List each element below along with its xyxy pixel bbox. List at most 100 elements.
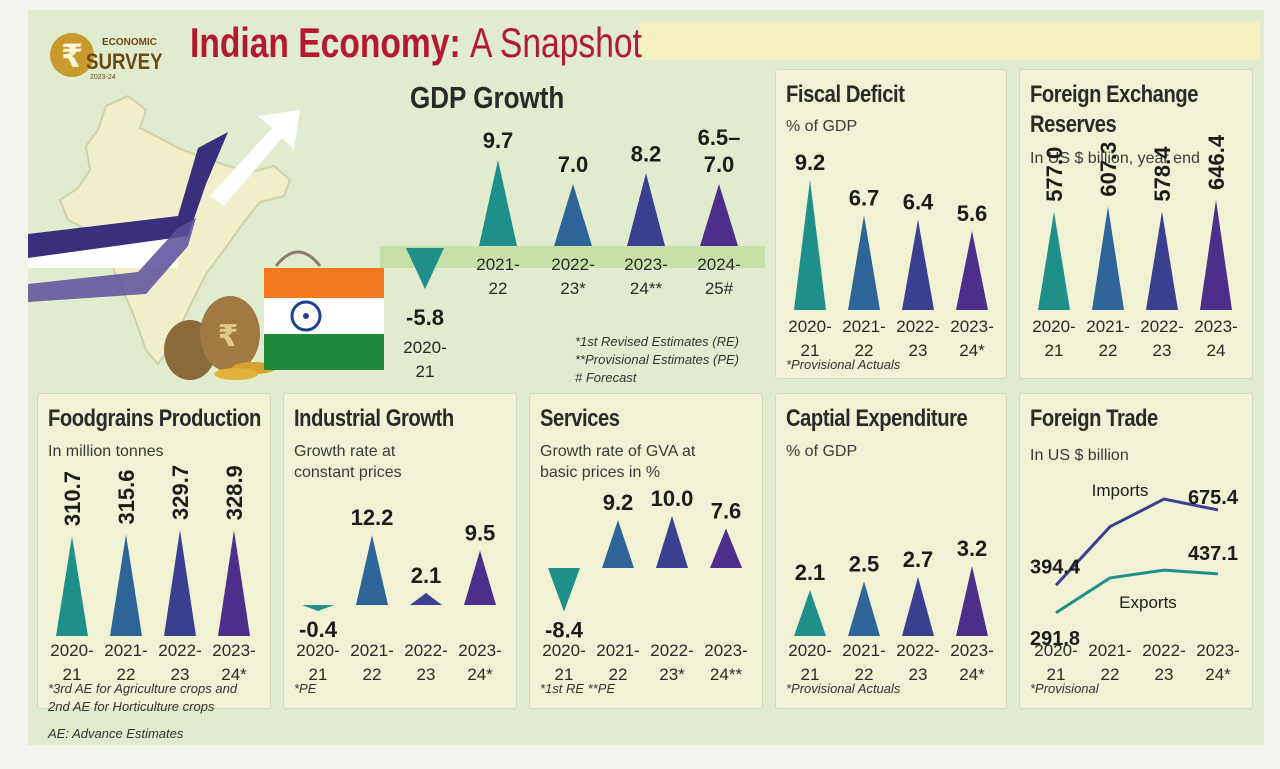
- fiscal-deficit-chart: 9.2 6.7 6.4 5.6 2020- 21 2021- 22 2022- 23 2023- 24…: [788, 150, 993, 360]
- data-label: -8.4: [545, 618, 584, 643]
- data-label: 328.9: [222, 465, 247, 520]
- bar-triangle: [848, 215, 880, 310]
- gdp-note-3: # Forecast: [575, 370, 637, 385]
- bar-triangle: [794, 180, 826, 310]
- bar-triangle: [1092, 206, 1124, 310]
- gdp-note-2: **Provisional Estimates (PE): [575, 352, 739, 367]
- data-label: 6.4: [903, 190, 934, 215]
- axis-tick-label: 2021-: [350, 641, 393, 660]
- foodgrains-chart: 310.7 315.6 329.7 328.9 2020- 21 2021- 22 2022- 2…: [50, 465, 255, 684]
- axis-tick-label: 21: [801, 665, 820, 684]
- axis-tick-label: 2021-: [842, 641, 885, 660]
- bar-triangle: [602, 520, 634, 568]
- bar-triangle: [464, 550, 496, 605]
- money-bag-icon: ₹: [164, 296, 276, 380]
- bar-triangle: [548, 568, 580, 612]
- gdp-note-1: *1st Revised Estimates (RE): [575, 334, 739, 349]
- axis-tick-label: 2023-: [212, 641, 255, 660]
- data-label: 315.6: [114, 469, 139, 524]
- axis-tick-label: 2023-: [950, 317, 993, 336]
- series-line-exports: [1055, 568, 1219, 615]
- data-label: 10.0: [651, 486, 694, 511]
- panel-note: *PE: [294, 681, 317, 696]
- axis-tick-label: 2020-: [1032, 317, 1075, 336]
- axis-tick-label: 24: [1207, 341, 1226, 360]
- panel-title: Captial Expenditure: [786, 405, 968, 432]
- axis-tick-label: 2023-: [950, 641, 993, 660]
- gdp-growth-title: GDP Growth: [410, 80, 565, 115]
- data-label: -0.4: [299, 617, 338, 642]
- data-label: 329.7: [168, 465, 193, 520]
- panel-subtitle-2: constant prices: [294, 464, 402, 481]
- axis-tick-label: 23: [171, 665, 190, 684]
- india-map-illustration: ₹: [28, 94, 384, 380]
- panel-title-line-2: Reserves: [1030, 111, 1117, 138]
- series-line-imports: [1054, 497, 1219, 587]
- services-panel: Services Growth rate of GVA at basic pri…: [530, 394, 762, 708]
- axis-tick-label: 2022-: [650, 641, 693, 660]
- bar-triangle: [1146, 211, 1178, 310]
- flag-shopping-bag-icon: [264, 250, 384, 370]
- logo-line-1: ECONOMIC: [102, 37, 157, 48]
- data-label: 7.6: [711, 498, 742, 523]
- data-label: 437.1: [1188, 543, 1238, 565]
- bar-triangle: [656, 516, 688, 568]
- axis-tick-label: 2022-: [896, 317, 939, 336]
- data-label: 2.1: [411, 563, 442, 588]
- axis-tick-label: 2023-: [1196, 641, 1239, 660]
- axis-tick-label: 21: [801, 341, 820, 360]
- bar-triangle: [710, 528, 742, 568]
- panel-title: Services: [540, 405, 620, 432]
- bar-triangle: [956, 230, 988, 310]
- panel-note-2: 2nd AE for Horticulture crops: [48, 699, 215, 714]
- axis-tick-label: 2021-: [104, 641, 147, 660]
- data-label: 2.5: [849, 551, 880, 576]
- axis-tick-label: 2021-: [1086, 317, 1129, 336]
- axis-tick-label: 2020-: [50, 641, 93, 660]
- data-label: 9.2: [603, 490, 634, 515]
- industrial-growth-panel: Industrial Growth Growth rate at constan…: [284, 394, 516, 708]
- bar-triangle: [1038, 211, 1070, 310]
- axis-tick-label: 2020-: [542, 641, 585, 660]
- series-label-exports: Exports: [1119, 593, 1177, 612]
- bar-triangle: [56, 536, 88, 636]
- panel-note: *1st RE **PE: [540, 681, 616, 696]
- panel-subtitle: In million tonnes: [48, 443, 164, 460]
- svg-text:₹: ₹: [218, 319, 239, 354]
- panel-subtitle-1: Growth rate at: [294, 443, 396, 460]
- axis-tick-label: 22: [363, 665, 382, 684]
- bar-triangle: [1200, 200, 1232, 310]
- axis-tick-label: 2022-: [896, 641, 939, 660]
- forex-reserves-chart: 577.0 607.3 578.4 646.4 2020- 21 2021- 22 2022- 2…: [1032, 134, 1237, 360]
- bar-triangle: [902, 576, 934, 636]
- data-label: 646.4: [1204, 134, 1229, 190]
- title-banner: [640, 22, 1260, 60]
- panel-note: *Provisional Actuals: [786, 681, 901, 696]
- gdp-growth-notes: *1st Revised Estimates (RE) **Provisiona…: [575, 333, 739, 387]
- panel-note-1: *3rd AE for Agriculture crops and: [48, 681, 238, 696]
- logo-line-2: SURVEY: [86, 49, 163, 74]
- axis-tick-label: 23: [909, 341, 928, 360]
- axis-tick-label: 2023-: [1194, 317, 1237, 336]
- axis-tick-label: 24*: [467, 665, 493, 684]
- panel-subtitle-1: Growth rate of GVA at: [540, 443, 696, 460]
- bar-triangle: [110, 534, 142, 636]
- axis-tick-label: 24**: [710, 665, 743, 684]
- axis-tick-label: 23: [1155, 665, 1174, 684]
- axis-tick-label: 2022-: [158, 641, 201, 660]
- axis-tick-label: 22: [1101, 665, 1120, 684]
- axis-tick-label: 24*: [959, 341, 985, 360]
- data-label: 577.0: [1042, 147, 1067, 202]
- data-label: 291.8: [1030, 628, 1080, 650]
- panel-note: *Provisional Actuals: [786, 357, 901, 372]
- axis-tick-label: 21: [1047, 665, 1066, 684]
- forex-reserves-panel: Foreign Exchange Reserves In US $ billio…: [1020, 70, 1252, 378]
- data-label: 675.4: [1188, 487, 1239, 509]
- page-title-light: A Snapshot: [470, 19, 642, 66]
- purple-arrow-icon: [28, 132, 228, 258]
- foodgrains-panel: Foodgrains Production In million tonnes …: [38, 394, 270, 714]
- panel-title: Fiscal Deficit: [786, 81, 905, 108]
- capital-expenditure-chart: 2.1 2.5 2.7 3.2 2020- 21 2021- 22 2022- 23 2023- 24…: [788, 536, 993, 684]
- data-label: 310.7: [60, 471, 85, 526]
- axis-tick-label: 24*: [1205, 665, 1231, 684]
